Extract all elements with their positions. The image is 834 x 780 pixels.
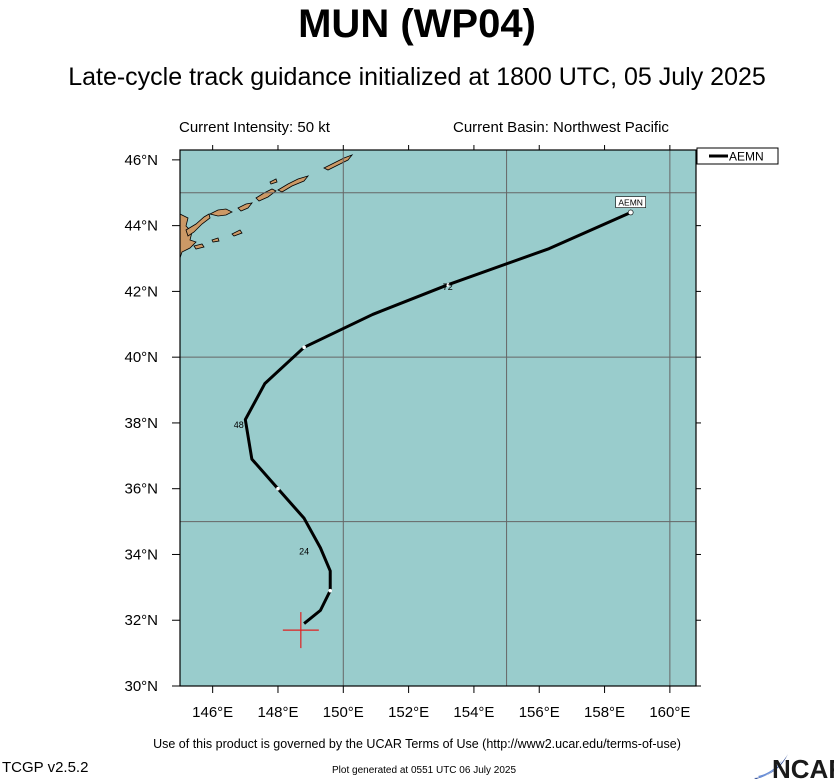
current-intensity-label: Current Intensity: 50 kt bbox=[179, 119, 330, 136]
track-point-marker bbox=[328, 588, 333, 593]
lat-tick-label: 36°N bbox=[124, 481, 158, 498]
land-urup-island bbox=[237, 202, 253, 212]
plot-frame bbox=[179, 149, 697, 687]
lon-tick-label: 150°E bbox=[323, 704, 364, 721]
forecast-hour-label: 72 bbox=[443, 282, 453, 292]
lon-tick-label: 156°E bbox=[519, 704, 560, 721]
ncar-logo-text: NCAR bbox=[772, 754, 834, 780]
lat-tick-label: 32°N bbox=[124, 612, 158, 629]
lat-tick-label: 30°N bbox=[124, 678, 158, 695]
lon-tick-label: 146°E bbox=[192, 704, 233, 721]
ncar-logo-swoosh-inner-icon bbox=[758, 760, 782, 778]
track-line-aemn bbox=[243, 211, 632, 625]
lon-tick-label: 154°E bbox=[453, 704, 494, 721]
forecast-hour-labels: 24 48 72 AEMN bbox=[234, 196, 646, 556]
legend-label: AEMN bbox=[729, 150, 764, 164]
track-end-label: AEMN bbox=[618, 198, 643, 208]
lon-tick-label: 148°E bbox=[257, 704, 298, 721]
land-small-island-b bbox=[211, 237, 220, 243]
storm-position-marker bbox=[282, 612, 319, 649]
forecast-hour-label: 48 bbox=[234, 420, 244, 430]
lon-tick-label: 160°E bbox=[649, 704, 690, 721]
lat-tick-label: 46°N bbox=[124, 152, 158, 169]
land-masses bbox=[180, 154, 354, 259]
track-point-marker bbox=[276, 486, 280, 491]
page-title: MUN (WP04) bbox=[298, 2, 536, 46]
lon-tick-label: 152°E bbox=[388, 704, 429, 721]
ncar-logo: NCAR bbox=[754, 754, 834, 780]
lat-tick-label: 44°N bbox=[124, 218, 158, 235]
track-point-marker bbox=[302, 345, 306, 350]
legend: AEMN bbox=[696, 147, 779, 165]
ocean-area bbox=[180, 150, 696, 686]
lat-tick-label: 38°N bbox=[124, 415, 158, 432]
land-shikotan-island bbox=[193, 243, 205, 250]
axis-ticks: 146°E 148°E 150°E 152°E 154°E 156°E 158°E 160°E… bbox=[124, 145, 701, 721]
lon-tick-label: 158°E bbox=[584, 704, 625, 721]
track-end-point bbox=[627, 209, 634, 216]
legend-box bbox=[696, 147, 779, 165]
lat-tick-label: 40°N bbox=[124, 349, 158, 366]
land-paramushir-island bbox=[323, 154, 354, 171]
land-small-island-a bbox=[231, 229, 243, 237]
grid-lines bbox=[180, 150, 696, 686]
land-kunashir-island bbox=[185, 213, 211, 237]
terms-of-use-notice: Use of this product is governed by the U… bbox=[153, 737, 681, 751]
version-label: TCGP v2.5.2 bbox=[2, 759, 89, 776]
lat-tick-label: 34°N bbox=[124, 546, 158, 563]
land-northern-kurils bbox=[277, 175, 310, 193]
forecast-hour-label: 24 bbox=[299, 546, 309, 556]
forecast-track bbox=[243, 209, 634, 625]
lat-tick-label: 42°N bbox=[124, 283, 158, 300]
page-subtitle: Late-cycle track guidance initialized at… bbox=[68, 63, 766, 91]
track-end-label-box bbox=[615, 196, 646, 208]
track-point-marker bbox=[445, 283, 450, 287]
land-iturup-island bbox=[208, 208, 233, 217]
land-small-island-c bbox=[269, 178, 278, 185]
generated-timestamp: Plot generated at 0551 UTC 06 July 2025 bbox=[332, 765, 517, 776]
current-basin-label: Current Basin: Northwest Pacific bbox=[453, 119, 669, 136]
